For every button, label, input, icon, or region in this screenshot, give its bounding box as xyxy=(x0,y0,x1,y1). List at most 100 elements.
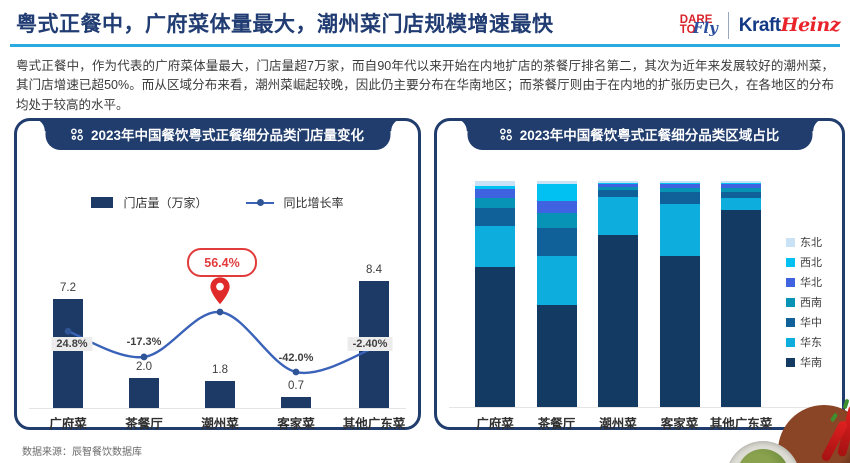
store-count-bar xyxy=(281,397,311,408)
intro-paragraph: 粤式正餐中，作为代表的广府菜体量最大，门店量超7万家，而自90年代以来开始在内地… xyxy=(16,59,834,112)
legend-swatch xyxy=(786,337,795,347)
fly-script-text: Fly xyxy=(692,19,718,37)
bar-legend-swatch xyxy=(91,197,114,208)
legend-swatch xyxy=(786,277,795,287)
region-legend-item: 东北 xyxy=(786,234,822,250)
region-legend-item: 华南 xyxy=(786,354,822,370)
stack-segment-华东 xyxy=(659,203,700,256)
stack-segment-华南 xyxy=(598,235,638,407)
legend-label: 西南 xyxy=(800,297,822,309)
peppercorn-food xyxy=(737,449,789,463)
stack-segment-华中 xyxy=(721,192,761,198)
legend-label: 华中 xyxy=(800,317,822,329)
x-axis-line xyxy=(449,407,830,408)
category-label: 潮州菜 xyxy=(599,417,637,431)
stack-segment-华东 xyxy=(536,255,577,306)
stack-segment-华中 xyxy=(536,228,577,256)
stack-segment-华南 xyxy=(721,210,761,407)
store-count-bar xyxy=(205,380,235,408)
stack-segment-华东 xyxy=(721,197,761,211)
stack-segment-东北 xyxy=(536,181,577,185)
left-chart-legend: 门店量（万家） 同比增长率 xyxy=(17,194,418,211)
category-label: 其他广东菜 xyxy=(709,417,773,431)
chart-card-store-count: 2023年中国餐饮粤式正餐细分品类门店量变化 门店量（万家） 同比增长率 7.2… xyxy=(14,118,421,431)
stack-segment-华南 xyxy=(659,255,700,407)
legend-swatch xyxy=(786,357,795,367)
legend-label: 东北 xyxy=(800,237,822,249)
region-legend-item: 西北 xyxy=(786,254,822,270)
dare-to-fly-logo: DARE TO Fly xyxy=(679,14,718,37)
legend-swatch xyxy=(786,297,795,307)
stack-segment-华中 xyxy=(598,190,638,197)
stack-segment-华北 xyxy=(536,201,577,213)
stack-segment-华北 xyxy=(598,184,638,187)
stack-segment-东北 xyxy=(659,181,700,183)
growth-rate-label: -2.40% xyxy=(347,337,393,351)
stack-segment-华南 xyxy=(536,305,577,407)
legend-swatch xyxy=(786,237,795,247)
left-chart-title-banner: 2023年中国餐饮粤式正餐细分品类门店量变化 xyxy=(32,118,403,150)
category-label: 其他广东菜 xyxy=(342,417,406,431)
kraft-text: Kraft xyxy=(738,14,781,36)
stack-segment-华北 xyxy=(659,184,700,188)
region-legend-item: 西南 xyxy=(786,294,822,310)
growth-rate-label: 24.8% xyxy=(51,337,93,351)
category-label: 广府菜 xyxy=(476,417,514,431)
category-label: 潮州菜 xyxy=(201,417,239,431)
left-chart-title: 2023年中国餐饮粤式正餐细分品类门店量变化 xyxy=(90,128,365,143)
category-label: 广府菜 xyxy=(49,417,87,431)
region-legend-item: 华中 xyxy=(786,314,822,330)
peppercorn-plate-photo xyxy=(726,441,800,463)
page-title: 粤式正餐中，广府菜体量最大，潮州菜门店规模增速最快 xyxy=(16,13,554,36)
region-legend-item: 华北 xyxy=(786,274,822,290)
store-count-bar xyxy=(129,377,159,408)
stack-segment-华东 xyxy=(475,226,515,267)
legend-swatch xyxy=(786,257,795,267)
grid-dots-icon xyxy=(71,127,84,141)
stack-segment-华北 xyxy=(475,188,515,198)
map-pin-icon xyxy=(209,276,231,311)
stack-segment-西北 xyxy=(598,182,638,185)
stack-segment-华北 xyxy=(721,184,761,188)
stack-segment-西南 xyxy=(475,197,515,209)
brand-logos: DARE TO Fly KraftHeinz xyxy=(679,7,841,43)
category-label: 茶餐厅 xyxy=(125,417,163,431)
stack-segment-华南 xyxy=(475,266,515,407)
bar-value-label: 8.4 xyxy=(366,264,382,277)
stack-segment-西北 xyxy=(721,182,761,185)
heinz-text: Heinz xyxy=(780,13,841,36)
stack-segment-西南 xyxy=(721,187,761,193)
legend-label: 华东 xyxy=(800,337,822,349)
stack-segment-西北 xyxy=(475,185,515,189)
chili-stem xyxy=(829,412,839,423)
legend-label: 华北 xyxy=(800,277,822,289)
bar-value-label: 0.7 xyxy=(288,380,304,393)
left-chart-plot: 7.2 广府菜 2.0 茶餐厅 1.8 潮州菜 0.7 客家菜 8.4 其他广东菜 24.8% -17… xyxy=(17,121,418,431)
bar-value-label: 1.8 xyxy=(212,363,228,376)
legend-label: 西北 xyxy=(800,257,822,269)
logo-divider xyxy=(727,11,729,39)
stack-segment-东北 xyxy=(721,181,761,183)
bar-legend-label: 门店量（万家） xyxy=(123,196,208,210)
stack-segment-西北 xyxy=(536,184,577,202)
bar-value-label: 7.2 xyxy=(60,282,76,295)
region-legend-item: 华东 xyxy=(786,334,822,350)
category-label: 客家菜 xyxy=(277,417,315,431)
stack-segment-西南 xyxy=(536,212,577,229)
chart-card-region-share: 2023年中国餐饮粤式正餐细分品类区域占比 广府菜 茶餐厅 潮州菜 客家菜 其他广东菜 东… xyxy=(434,118,845,431)
data-source-note: 数据来源：辰智餐饮数据库 xyxy=(22,447,142,458)
growth-rate-label: -17.3% xyxy=(126,336,162,348)
highlight-badge: 56.4% xyxy=(187,248,257,277)
to-text: TO xyxy=(679,24,696,36)
growth-rate-label: -42.0% xyxy=(278,352,314,364)
legend-label: 华南 xyxy=(800,357,822,369)
stack-segment-东北 xyxy=(475,181,515,186)
right-chart-title: 2023年中国餐饮粤式正餐细分品类区域占比 xyxy=(519,128,780,143)
header-divider-rule xyxy=(10,44,840,47)
stack-segment-华中 xyxy=(659,192,700,204)
stack-segment-西南 xyxy=(659,187,700,193)
stack-segment-华中 xyxy=(475,208,515,227)
stack-segment-西北 xyxy=(659,182,700,185)
grid-dots-icon xyxy=(500,127,513,141)
